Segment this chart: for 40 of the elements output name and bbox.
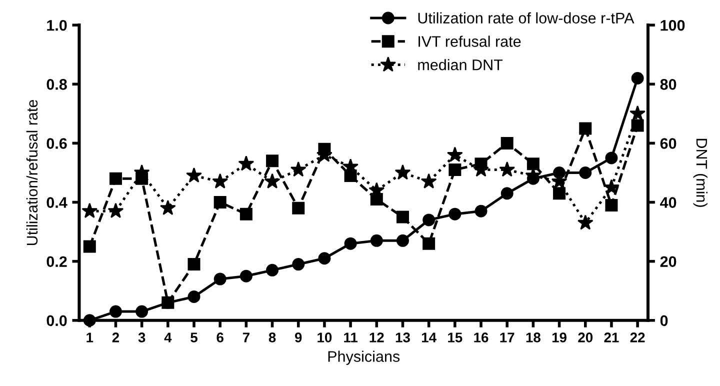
x-tick-label: 1 [86,332,94,342]
y-tick-label: 0.8 [46,79,67,90]
y2-tick-label: 0 [660,315,668,326]
y-tick-label: 0.6 [46,138,67,149]
x-tick-label: 7 [242,332,250,342]
x-tick-label: 3 [138,332,146,342]
x-tick-label: 20 [578,332,593,342]
legend-label: Utilization rate of low-dose r-tPA [418,12,634,24]
y2-tick-label: 100 [660,20,685,31]
x-tick-label: 9 [294,332,302,342]
y-tick-label: 0.0 [46,315,67,326]
x-tick-label: 16 [474,332,488,342]
y2-tick-label: 60 [660,138,676,149]
y-tick-label: 0.4 [46,197,68,208]
legend-label: IVT refusal rate [418,36,521,47]
x-tick-label: 10 [318,332,332,342]
x-tick-label: 6 [216,332,224,342]
x-tick-label: 2 [112,332,120,342]
y2-tick-label: 20 [660,256,676,268]
legend-label: median DNT [418,59,503,70]
y-tick-label: 1.0 [47,20,67,31]
x-tick-label: 13 [396,332,410,342]
x-tick-label: 8 [268,332,276,342]
x-tick-label: 19 [552,332,566,342]
x-tick-label: 18 [526,332,540,342]
y2-axis-title: DNT (min) [693,138,708,207]
x-tick-label: 14 [422,332,436,342]
x-tick-label: 22 [630,332,645,342]
x-tick-label: 17 [500,332,514,342]
y2-tick-label: 80 [660,79,676,90]
x-tick-label: 21 [604,332,619,342]
y2-tick-label: 40 [660,197,676,208]
y-axis-title: Utilization/refusal rate [26,100,38,245]
x-tick-label: 15 [448,332,462,342]
x-tick-label: 11 [344,332,358,342]
x-tick-label: 5 [190,332,198,342]
y-tick-label: 0.2 [46,256,67,268]
x-axis-title: Physicians [328,350,400,365]
x-tick-label: 12 [370,332,384,342]
x-tick-label: 4 [164,332,172,342]
